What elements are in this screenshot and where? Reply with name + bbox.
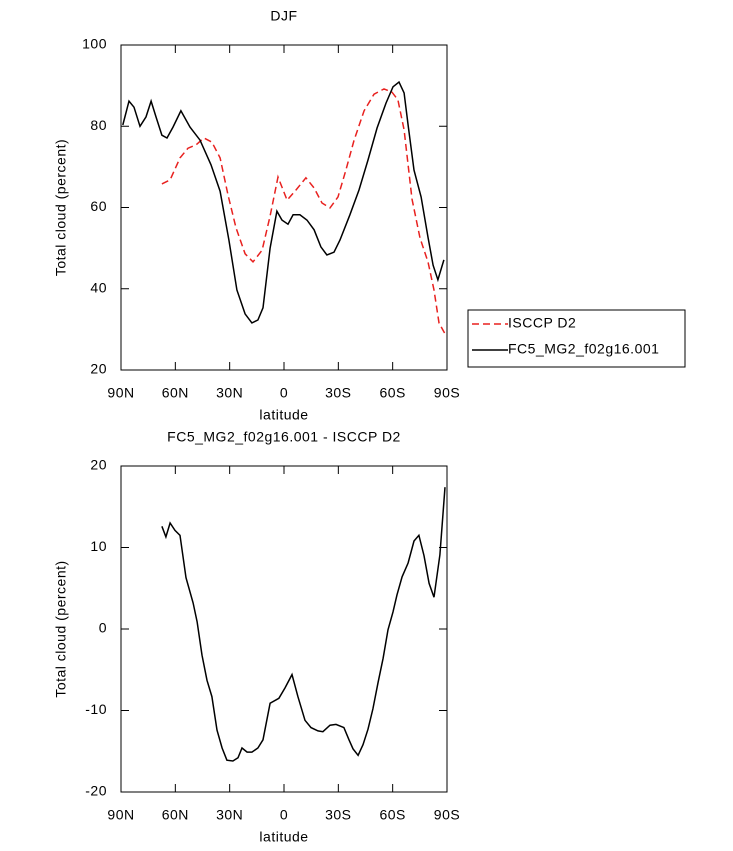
x-tick-label: 90N [107, 807, 134, 823]
y-tick-label: 40 [90, 279, 107, 295]
data-line [122, 80, 445, 324]
chart-title: DJF [270, 8, 297, 24]
y-tick-label: -10 [85, 701, 107, 717]
y-tick-label: 100 [82, 36, 107, 52]
x-axis-label: latitude [259, 407, 308, 423]
x-tick-label: 60N [162, 807, 189, 823]
x-tick-label: 60S [379, 807, 405, 823]
x-tick-label: 30N [216, 385, 243, 401]
plot-frame [120, 44, 448, 371]
x-tick-label: 90N [107, 385, 134, 401]
x-tick-label: 0 [280, 807, 288, 823]
x-tick-label: 30S [325, 807, 351, 823]
x-axis-label: latitude [259, 829, 308, 845]
x-tick-label: 30S [325, 385, 351, 401]
plot-frame [120, 465, 448, 793]
legend-label: FC5_MG2_f02g16.001 [508, 341, 659, 357]
y-tick-label: -20 [85, 783, 107, 799]
chart-title: FC5_MG2_f02g16.001 - ISCCP D2 [167, 429, 401, 445]
legend-label: ISCCP D2 [508, 315, 576, 331]
y-tick-label: 60 [90, 198, 107, 214]
y-tick-label: 10 [90, 538, 107, 554]
x-tick-label: 60N [162, 385, 189, 401]
y-tick-label: 80 [90, 117, 107, 133]
y-axis-label: Total cloud (percent) [53, 560, 69, 697]
y-tick-label: 20 [90, 361, 107, 377]
x-tick-label: 0 [280, 385, 288, 401]
x-tick-label: 90S [434, 807, 460, 823]
data-line [161, 487, 446, 762]
y-tick-label: 20 [90, 457, 107, 473]
y-tick-label: 0 [99, 620, 107, 636]
x-tick-label: 30N [216, 807, 243, 823]
x-tick-label: 90S [434, 385, 460, 401]
legend-box [467, 309, 686, 368]
data-line [161, 88, 446, 335]
x-tick-label: 60S [379, 385, 405, 401]
y-axis-label: Total cloud (percent) [53, 139, 69, 276]
